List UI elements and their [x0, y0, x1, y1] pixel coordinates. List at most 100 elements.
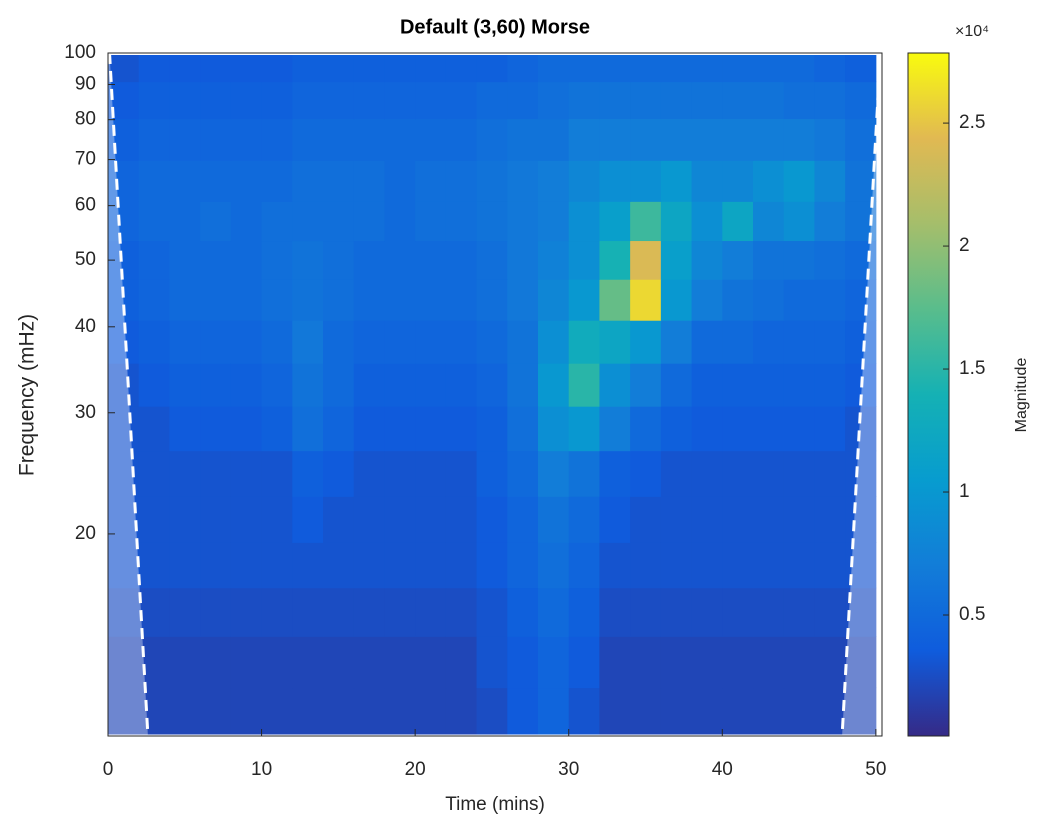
cell [384, 118, 416, 161]
cell [538, 542, 570, 589]
cell [200, 201, 232, 242]
cell [599, 240, 631, 280]
cell [169, 587, 201, 637]
cell [384, 201, 416, 242]
cell [507, 363, 539, 407]
cell [384, 363, 416, 407]
cell [445, 55, 478, 83]
cell [538, 496, 570, 543]
cell [630, 636, 662, 689]
cell [568, 450, 600, 497]
cell [507, 240, 539, 280]
cell [568, 240, 600, 280]
cell [722, 240, 754, 280]
cell [568, 279, 600, 321]
cell [845, 81, 877, 120]
cell [538, 240, 570, 280]
cell [261, 55, 293, 83]
cell [138, 81, 170, 120]
cell [108, 160, 140, 202]
cell [783, 55, 815, 83]
cell [445, 363, 478, 407]
cell [384, 81, 416, 120]
cell [415, 240, 447, 280]
cell [783, 240, 815, 280]
cell [476, 320, 508, 364]
cell [507, 201, 539, 242]
cell [353, 201, 385, 242]
cell [783, 587, 815, 637]
cell [169, 450, 201, 497]
cell [200, 636, 232, 689]
cell [200, 160, 232, 202]
cell [845, 687, 877, 735]
y-tick-label: 60 [75, 195, 96, 216]
cell [722, 55, 754, 83]
cell [445, 279, 478, 321]
cell [261, 542, 293, 589]
cell [230, 240, 263, 280]
cell [660, 687, 693, 735]
cell [568, 406, 600, 452]
y-tick-label: 50 [75, 249, 96, 270]
cell [230, 542, 263, 589]
cell [138, 450, 170, 497]
cell [691, 636, 723, 689]
cell [415, 81, 447, 120]
cell [230, 55, 263, 83]
cell [722, 160, 754, 202]
cell [353, 320, 385, 364]
cell [722, 363, 754, 407]
cell [599, 687, 631, 735]
cell [353, 81, 385, 120]
cell [753, 279, 785, 321]
cell [753, 81, 785, 120]
cell [538, 363, 570, 407]
cell [630, 587, 662, 637]
cell [138, 201, 170, 242]
cell [200, 118, 232, 161]
cell [200, 406, 232, 452]
cell [323, 55, 355, 83]
cell [476, 363, 508, 407]
cell [568, 55, 600, 83]
cell [230, 636, 263, 689]
cell [845, 279, 877, 321]
cell [845, 496, 877, 543]
cell [507, 160, 539, 202]
cell [660, 118, 693, 161]
y-axis-label: Frequency (mHz) [16, 314, 39, 476]
cell [384, 406, 416, 452]
cell [230, 201, 263, 242]
cell [445, 542, 478, 589]
cell [261, 363, 293, 407]
cell [230, 279, 263, 321]
cell [415, 406, 447, 452]
y-tick-label: 40 [75, 316, 96, 337]
cell [476, 81, 508, 120]
cell [323, 160, 355, 202]
y-tick-label: 70 [75, 149, 96, 170]
cell [568, 81, 600, 120]
cell [691, 81, 723, 120]
cell [138, 406, 170, 452]
cell [507, 320, 539, 364]
cell [783, 279, 815, 321]
cell [476, 636, 508, 689]
cell [353, 687, 385, 735]
cell [292, 587, 324, 637]
cell [353, 587, 385, 637]
cell [323, 363, 355, 407]
cell [845, 450, 877, 497]
cell [445, 240, 478, 280]
cell [353, 240, 385, 280]
cell [108, 687, 140, 735]
cell [476, 160, 508, 202]
cell [292, 81, 324, 120]
cell [445, 496, 478, 543]
cell [384, 450, 416, 497]
cell [691, 279, 723, 321]
cell [384, 542, 416, 589]
cell [753, 363, 785, 407]
